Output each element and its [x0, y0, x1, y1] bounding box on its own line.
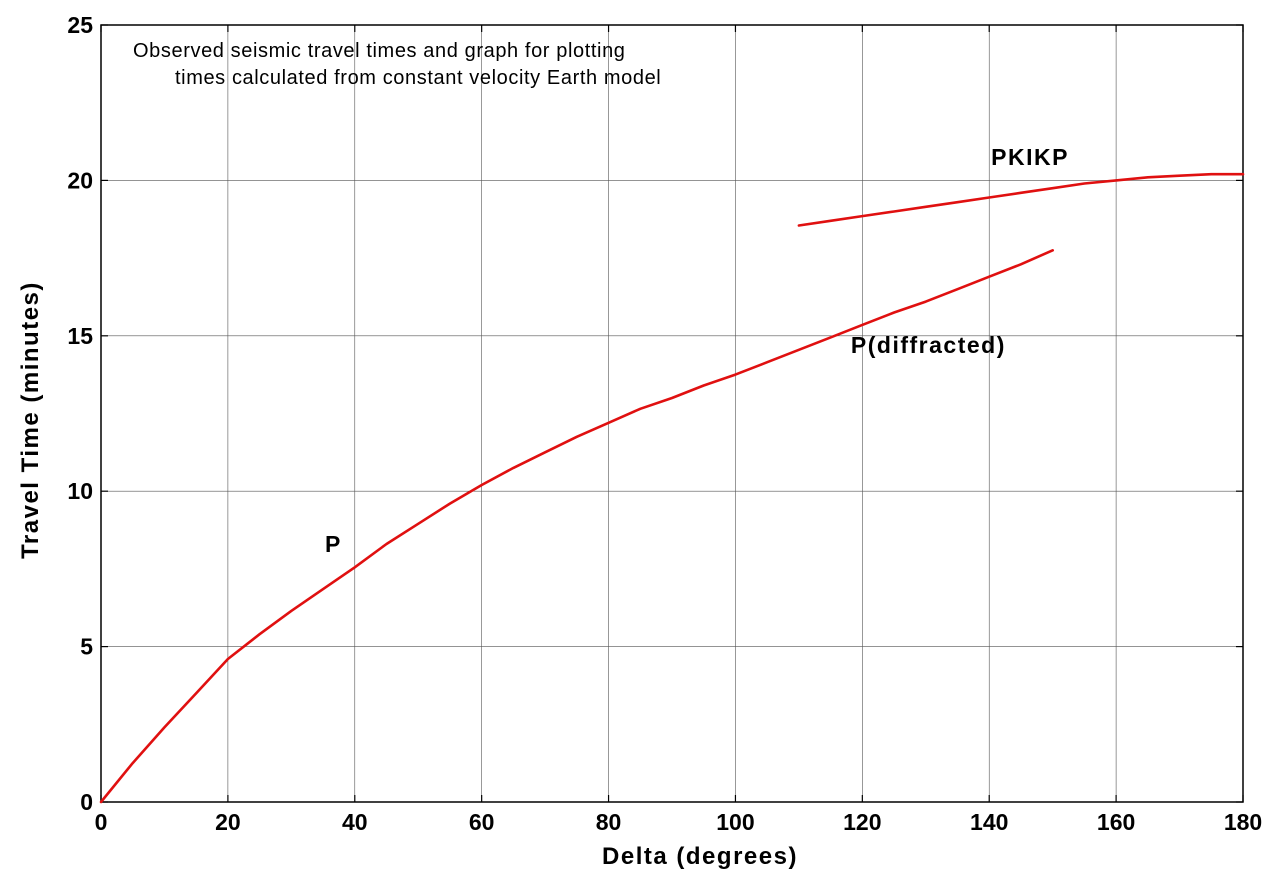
x-tick-label: 0: [95, 809, 108, 835]
curve-label: P: [325, 531, 342, 557]
chart-title-line-2: times calculated from constant velocity …: [175, 67, 661, 89]
travel-time-curve-1: [99, 249, 1054, 804]
axis-ticks: [100, 24, 1244, 803]
y-axis-label: Travel Time (minutes): [17, 281, 44, 559]
x-tick-label: 140: [970, 809, 1008, 835]
y-tick-label: 5: [80, 634, 93, 660]
x-tick-label: 80: [596, 809, 622, 835]
x-tick-label: 180: [1224, 809, 1262, 835]
x-tick-label: 100: [716, 809, 754, 835]
grid: [101, 25, 1243, 802]
y-tick-label: 0: [80, 789, 93, 815]
x-tick-label: 20: [215, 809, 241, 835]
curve-annotations: P P(diffracted) PKIKP: [325, 144, 1069, 557]
x-tick-label: 60: [469, 809, 495, 835]
x-tick-label: 120: [843, 809, 881, 835]
x-tick-label: 160: [1097, 809, 1135, 835]
y-tick-label: 15: [67, 323, 93, 349]
plot-frame: [100, 24, 1244, 803]
tick-labels: 0 20 40 60 80 100 120 140 160 180 0 5 10 15 20 25: [67, 12, 1262, 835]
curve-label: PKIKP: [991, 144, 1069, 170]
x-axis-label: Delta (degrees): [602, 843, 798, 870]
y-tick-label: 25: [67, 12, 93, 38]
x-tick-label: 40: [342, 809, 368, 835]
travel-time-curve-2: [797, 172, 1245, 227]
series-lines: [99, 172, 1245, 804]
y-tick-label: 20: [67, 167, 93, 193]
chart-title-line-1: Observed seismic travel times and graph …: [133, 40, 626, 62]
curve-label: P(diffracted): [851, 332, 1006, 358]
y-tick-label: 10: [67, 478, 93, 504]
